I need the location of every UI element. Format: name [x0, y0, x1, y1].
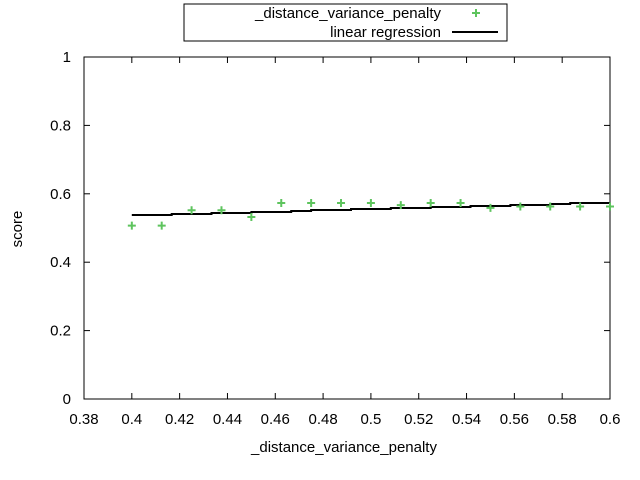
y-tick-label: 1 [63, 49, 71, 66]
y-tick-label: 0 [63, 391, 71, 408]
data-point [606, 202, 614, 211]
legend-box [183, 3, 508, 42]
data-point [277, 199, 286, 208]
y-tick-label: 0.6 [50, 186, 71, 203]
data-point [396, 201, 405, 210]
x-tick-label: 0.6 [600, 411, 621, 428]
data-point [516, 202, 525, 211]
y-tick-label: 0.4 [50, 254, 71, 271]
y-tick-label: 0.2 [50, 323, 71, 340]
regression-line [131, 202, 610, 216]
x-tick-label: 0.52 [404, 411, 433, 428]
x-axis: 0.38 0.4 0.42 0.44 0.46 0.48 0.5 0.52 0.54 0.56 0.… [69, 57, 620, 428]
data-point [217, 206, 226, 215]
legend: _distance_variance_penalty linear regres… [183, 3, 508, 42]
plot-area [83, 56, 611, 400]
data-point [456, 199, 465, 208]
data-point [486, 203, 495, 212]
y-axis: 0 0.2 0.4 0.6 0.8 1 [50, 49, 610, 408]
x-tick-label: 0.46 [261, 411, 290, 428]
data-point [307, 199, 316, 208]
data-point [546, 202, 555, 211]
data-point [157, 221, 166, 230]
data-point [576, 202, 585, 211]
scatter-series [127, 199, 614, 230]
x-tick-label: 0.56 [500, 411, 529, 428]
data-point [366, 199, 375, 208]
legend-plus-marker-shape [472, 9, 480, 17]
regression-series [131, 202, 610, 216]
y-tick-label: 0.8 [50, 117, 71, 134]
x-tick-label: 0.4 [121, 411, 142, 428]
legend-plus-marker [472, 9, 480, 17]
data-point [247, 213, 256, 222]
y-axis-label: score [9, 211, 26, 248]
data-point [187, 206, 196, 215]
x-tick-label: 0.38 [69, 411, 98, 428]
x-tick-label: 0.44 [213, 411, 242, 428]
data-point [426, 199, 435, 208]
legend-label-scatter: _distance_variance_penalty [254, 5, 441, 22]
x-tick-label: 0.42 [165, 411, 194, 428]
x-tick-label: 0.54 [452, 411, 481, 428]
x-tick-label: 0.58 [548, 411, 577, 428]
legend-label-regression: linear regression [330, 24, 441, 41]
x-axis-label: _distance_variance_penalty [250, 439, 437, 456]
data-point [127, 221, 136, 230]
data-point [337, 199, 346, 208]
x-tick-label: 0.5 [360, 411, 381, 428]
x-tick-label: 0.48 [308, 411, 337, 428]
